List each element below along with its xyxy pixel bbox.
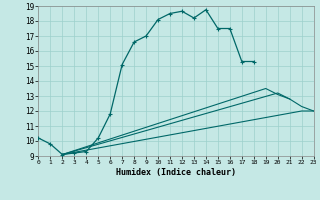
X-axis label: Humidex (Indice chaleur): Humidex (Indice chaleur) <box>116 168 236 177</box>
